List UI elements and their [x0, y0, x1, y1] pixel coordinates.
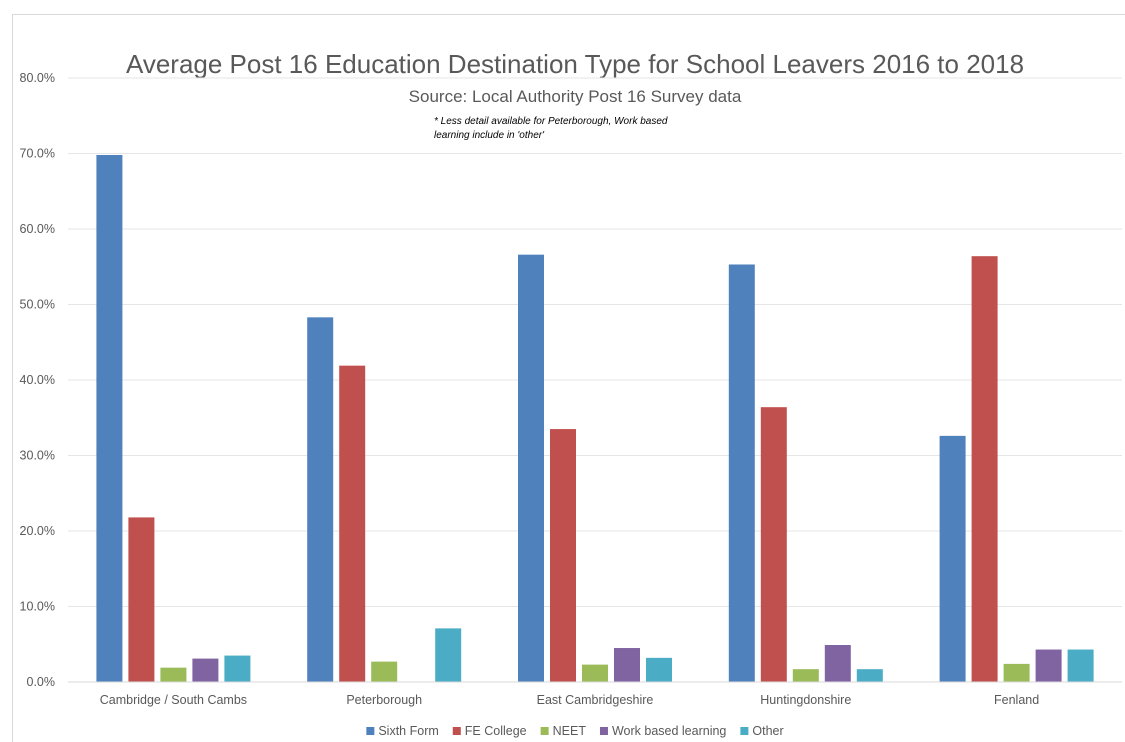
legend-swatch: [366, 727, 375, 735]
legend-swatch: [740, 727, 749, 735]
bar-other-0: [224, 655, 251, 682]
legend: Sixth Form FE College NEET Work based learn…: [366, 724, 784, 738]
bar-work-based-learning-3: [824, 645, 851, 682]
bar-sixth-form-3: [728, 264, 755, 682]
bar-fe-college-2: [550, 429, 576, 682]
bar-other-2: [646, 657, 672, 682]
bar-work-based-learning-0: [192, 658, 219, 682]
y-tick-label: 70.0%: [20, 147, 55, 161]
chart-title: Average Post 16 Education Destination Ty…: [126, 49, 1024, 79]
legend-label: NEET: [553, 724, 587, 738]
x-tick-label: East Cambridgeshire: [537, 693, 654, 707]
bar-work-based-learning-2: [614, 648, 640, 682]
y-tick-label: 30.0%: [20, 449, 55, 463]
bar-fe-college-0: [128, 517, 155, 682]
bar-neet-1: [371, 661, 398, 682]
bar-fe-college-1: [339, 365, 366, 682]
y-tick-label: 80.0%: [20, 71, 55, 85]
legend-label: Other: [752, 724, 783, 738]
chart-frame: [12, 14, 1125, 742]
bar-neet-4: [1003, 663, 1030, 682]
legend-label: FE College: [465, 724, 527, 738]
chart-annotation-line-1: * Less detail available for Peterborough…: [434, 116, 668, 127]
gridlines: [68, 77, 1122, 607]
y-tick-label: 20.0%: [20, 524, 55, 538]
x-tick-label: Peterborough: [346, 693, 422, 707]
chart-subtitle: Source: Local Authority Post 16 Survey d…: [409, 87, 742, 106]
y-tick-label: 50.0%: [20, 298, 55, 312]
bar-neet-2: [582, 664, 608, 682]
bar-fe-college-4: [971, 256, 998, 682]
bar-neet-3: [792, 669, 819, 682]
legend-swatch: [452, 727, 461, 735]
x-tick-label: Fenland: [994, 693, 1039, 707]
bar-other-1: [435, 628, 462, 682]
bar-other-3: [856, 669, 883, 682]
legend-swatch: [599, 727, 608, 735]
bar-neet-0: [160, 667, 187, 682]
bar-sixth-form-4: [939, 435, 966, 682]
x-tick-label: Huntingdonshire: [760, 693, 851, 707]
chart-annotation-line-2: learning include in 'other': [434, 130, 545, 141]
bar-work-based-learning-4: [1035, 649, 1062, 682]
x-axis-ticks: Cambridge / South Cambs Peterborough East …: [100, 693, 1039, 707]
legend-label: Sixth Form: [378, 724, 438, 738]
y-tick-label: 10.0%: [20, 600, 55, 614]
bars: [96, 155, 1094, 683]
y-axis-ticks: 0.0% 10.0% 20.0% 30.0% 40.0% 50.0% 60.0% 70.0% 8…: [20, 71, 55, 689]
legend-swatch: [540, 727, 549, 735]
bar-sixth-form-1: [307, 317, 334, 682]
x-tick-label: Cambridge / South Cambs: [100, 693, 247, 707]
y-tick-label: 40.0%: [20, 373, 55, 387]
bar-sixth-form-2: [518, 254, 544, 683]
bar-sixth-form-0: [96, 155, 123, 682]
y-tick-label: 60.0%: [20, 222, 55, 236]
legend-label: Work based learning: [612, 724, 726, 738]
bar-other-4: [1067, 649, 1094, 682]
y-tick-label: 0.0%: [27, 675, 56, 689]
bar-fe-college-3: [760, 407, 787, 682]
